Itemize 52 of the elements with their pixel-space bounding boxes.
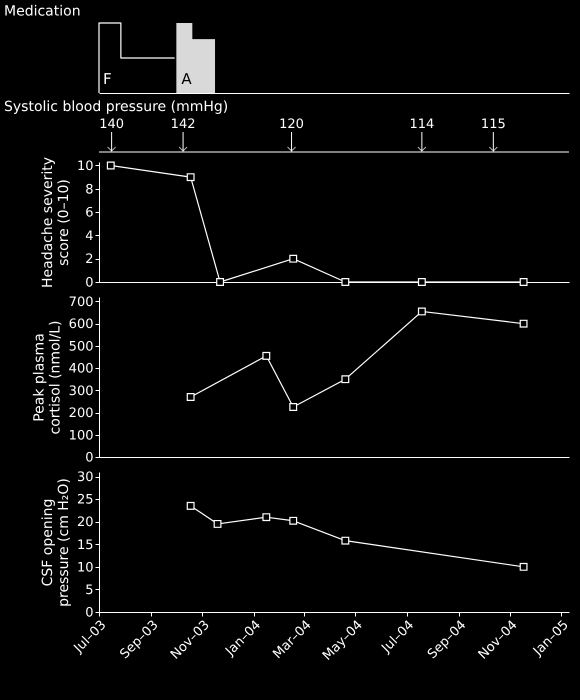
point bbox=[520, 320, 528, 328]
series-label: A bbox=[181, 70, 192, 88]
point bbox=[520, 562, 528, 571]
y-tick-label: 700 bbox=[68, 294, 94, 310]
y-tick-label: 300 bbox=[68, 384, 94, 399]
y-tick-label: 8 bbox=[85, 182, 94, 198]
point bbox=[418, 307, 426, 316]
y-tick-label: 100 bbox=[68, 428, 94, 444]
point bbox=[106, 162, 115, 170]
y-tick-label: 20 bbox=[76, 515, 94, 530]
y-axis-title: CSF opening pressure (cm H₂O) bbox=[40, 478, 72, 607]
y-tick-label: 400 bbox=[68, 362, 94, 377]
y-tick-label: 600 bbox=[68, 317, 94, 332]
point bbox=[216, 278, 224, 286]
ref-line-label: 115 bbox=[480, 117, 506, 132]
series-label: F bbox=[103, 70, 112, 88]
ref-line-label: 140 bbox=[99, 117, 124, 132]
point bbox=[289, 403, 298, 411]
y-tick-label: 0 bbox=[85, 450, 94, 466]
y-tick-label: 500 bbox=[68, 339, 94, 354]
y-tick-label: 10 bbox=[76, 158, 94, 174]
chart-title: Medication bbox=[4, 3, 81, 20]
point bbox=[186, 393, 195, 401]
point bbox=[289, 254, 298, 263]
y-tick-label: 30 bbox=[76, 470, 94, 486]
point bbox=[262, 352, 270, 360]
chart-title: Systolic blood pressure (mmHg) bbox=[4, 99, 228, 115]
point bbox=[418, 278, 426, 286]
ref-line-label: 120 bbox=[279, 117, 304, 132]
y-tick-label: 25 bbox=[76, 492, 94, 508]
point bbox=[262, 513, 270, 522]
y-axis-title: Peak plasma cortisol (nmol/L) bbox=[32, 320, 64, 435]
point bbox=[520, 278, 528, 286]
point bbox=[341, 375, 350, 384]
ref-line-label: 114 bbox=[409, 117, 434, 132]
y-tick-label: 10 bbox=[76, 560, 94, 576]
point bbox=[214, 520, 222, 528]
point bbox=[341, 536, 350, 545]
y-tick-label: 200 bbox=[68, 406, 94, 422]
point bbox=[186, 173, 195, 182]
y-tick-label: 4 bbox=[85, 228, 94, 244]
y-tick-label: 0 bbox=[85, 606, 94, 620]
ref-line-label: 142 bbox=[170, 117, 196, 132]
y-tick-label: 15 bbox=[76, 538, 94, 553]
point bbox=[341, 278, 350, 286]
y-tick-label: 5 bbox=[85, 582, 94, 598]
y-tick-label: 0 bbox=[85, 276, 94, 290]
y-tick-label: 2 bbox=[85, 252, 94, 268]
point bbox=[289, 516, 298, 525]
y-tick-label: 6 bbox=[85, 206, 94, 221]
point bbox=[186, 502, 195, 510]
y-axis-title: Headache severity score (0–10) bbox=[40, 156, 72, 288]
